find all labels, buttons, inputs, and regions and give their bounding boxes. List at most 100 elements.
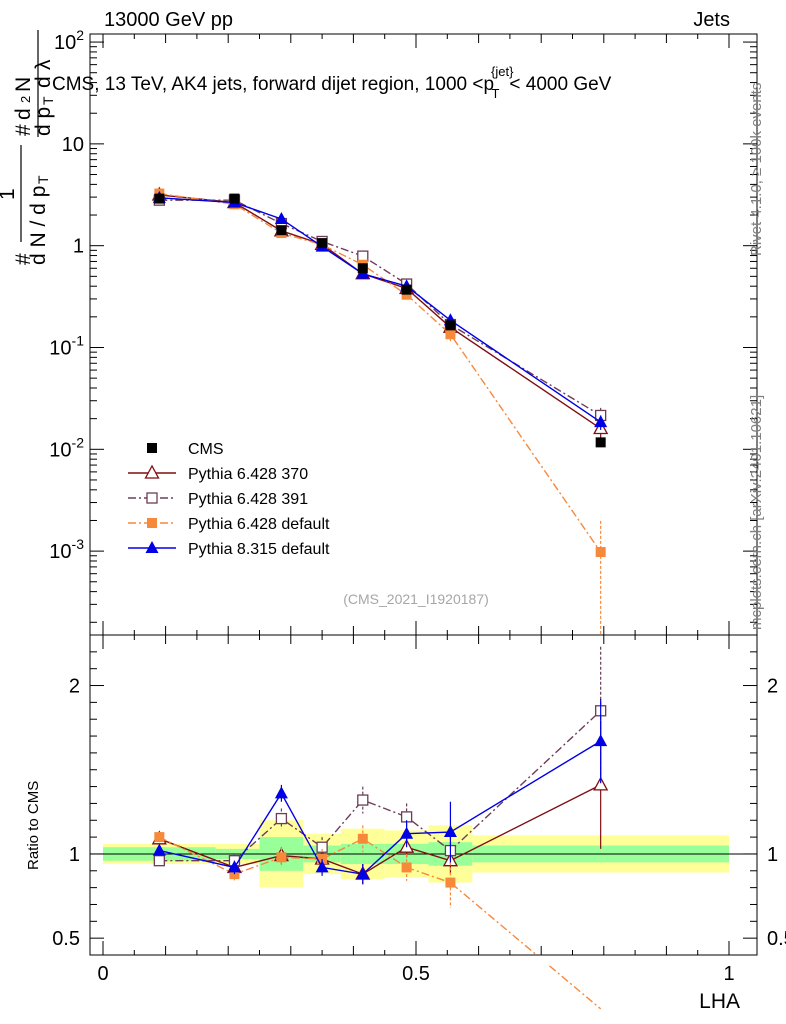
x-axis-label: LHA xyxy=(699,990,740,1013)
analysis-watermark: (CMS_2021_I1920187) xyxy=(343,591,489,607)
ratio-tick-label: 1 xyxy=(767,844,778,866)
svg-text:d: d xyxy=(32,76,55,88)
data-point xyxy=(594,415,608,428)
ratio-point xyxy=(401,862,412,873)
ratio-point xyxy=(443,825,457,838)
data-point xyxy=(274,211,288,224)
header-right: Jets xyxy=(693,9,730,31)
y-axis-label: # d N / d p T 1 # d 2 N d p T d λ xyxy=(0,30,56,265)
ratio-tick-label: 0.5 xyxy=(52,928,80,950)
ratio-point xyxy=(316,841,328,853)
ratio-tick-label: 1 xyxy=(69,844,80,866)
svg-text:1: 1 xyxy=(0,188,19,200)
ratio-point xyxy=(153,855,165,867)
data-point xyxy=(357,263,368,274)
data-point xyxy=(595,437,606,448)
series-1 xyxy=(151,186,609,442)
x-tick-label: 1 xyxy=(723,963,734,985)
side-rivet-label: Rivet 4.1.0, ≥ 100k events xyxy=(748,82,765,256)
ratio-line xyxy=(159,710,602,862)
ratio-point xyxy=(276,852,287,863)
legend-entry: Pythia 6.428 default xyxy=(128,516,330,533)
ratio-tick-label: 2 xyxy=(69,676,80,698)
series-0 xyxy=(154,193,606,448)
legend-entry: CMS xyxy=(147,441,224,458)
ratio-tick-label: 2 xyxy=(767,676,778,698)
legend-marker xyxy=(147,518,157,528)
y-tick-label: 10-1 xyxy=(49,332,84,359)
ratio-point xyxy=(594,734,608,747)
ratio-panel-frame: 0 0.5 1 0.5 0.5 1 1 2 2 xyxy=(52,634,786,985)
legend-entry: Pythia 6.428 391 xyxy=(128,491,308,508)
ratio-point xyxy=(275,812,288,825)
ratio-tick-label: 0.5 xyxy=(767,928,786,950)
svg-text:#: # xyxy=(12,253,35,265)
main-panel-frame: 102 10 1 10-1 10-2 10-3 xyxy=(49,27,758,636)
data-point xyxy=(276,225,287,236)
ratio-point xyxy=(154,832,165,843)
svg-text:T: T xyxy=(40,96,56,105)
y-tick-label: 10 xyxy=(62,134,84,156)
legend-label: Pythia 6.428 391 xyxy=(188,491,308,508)
series-2 xyxy=(153,194,607,425)
ratio-point xyxy=(445,877,456,888)
ratio-point xyxy=(593,776,609,791)
legend-entry: Pythia 8.315 default xyxy=(128,541,330,558)
ratio-frame-box xyxy=(89,634,758,956)
y-tick-label: 10-3 xyxy=(49,536,84,563)
y-tick-label: 102 xyxy=(54,27,84,54)
series-4 xyxy=(152,190,608,430)
ratio-line xyxy=(159,784,601,875)
ratio-line xyxy=(159,836,602,1010)
legend-marker xyxy=(145,541,159,553)
ratio-clip xyxy=(89,955,758,966)
series-line xyxy=(159,199,602,417)
data-point xyxy=(401,284,412,295)
data-point xyxy=(154,193,165,204)
svg-text:N: N xyxy=(12,77,35,92)
data-point xyxy=(317,238,328,249)
svg-text:d N / d p: d N / d p xyxy=(27,186,50,265)
ratio-point xyxy=(315,860,329,873)
legend-marker xyxy=(146,492,158,504)
series-line xyxy=(159,192,602,553)
ratio-point xyxy=(152,843,166,856)
legend-marker xyxy=(147,443,157,453)
data-point xyxy=(445,329,456,340)
y-tick-label: 1 xyxy=(73,236,84,258)
ratio-point xyxy=(357,833,368,844)
series-3 xyxy=(154,188,606,635)
series-line xyxy=(159,197,602,423)
series-line xyxy=(159,194,602,430)
legend-marker xyxy=(144,464,160,479)
data-point xyxy=(229,193,240,204)
ratio-panel-series xyxy=(89,646,758,1010)
svg-text:d p: d p xyxy=(32,107,55,136)
ratio-point xyxy=(227,860,241,873)
x-tick-label: 0.5 xyxy=(402,963,430,985)
legend-label: Pythia 6.428 370 xyxy=(188,466,308,483)
main-panel-series xyxy=(151,186,609,635)
svg-text:λ: λ xyxy=(32,59,55,70)
svg-text:2: 2 xyxy=(18,96,33,103)
data-point xyxy=(595,547,606,558)
svg-text:d: d xyxy=(12,108,35,120)
ratio-series-4 xyxy=(152,699,608,885)
ratio-point xyxy=(274,786,288,799)
x-tick-label: 0 xyxy=(97,963,108,985)
ratio-point xyxy=(357,794,369,806)
legend-entry: Pythia 6.428 370 xyxy=(128,464,308,483)
side-mcplots-label: mcplots.cern.ch [arXiv:2401.10621] xyxy=(748,394,765,630)
data-point xyxy=(445,320,456,331)
chart-title: CMS, 13 TeV, AK4 jets, forward dijet reg… xyxy=(52,64,612,101)
data-point xyxy=(357,250,369,262)
svg-text:T: T xyxy=(35,175,51,184)
ratio-point xyxy=(400,826,414,839)
header-left: 13000 GeV pp xyxy=(104,9,233,31)
legend-label: CMS xyxy=(188,441,224,458)
y-tick-label: 10-2 xyxy=(49,434,84,461)
legend-label: Pythia 8.315 default xyxy=(188,541,330,558)
ratio-point xyxy=(356,867,370,880)
ratio-line xyxy=(159,740,602,875)
